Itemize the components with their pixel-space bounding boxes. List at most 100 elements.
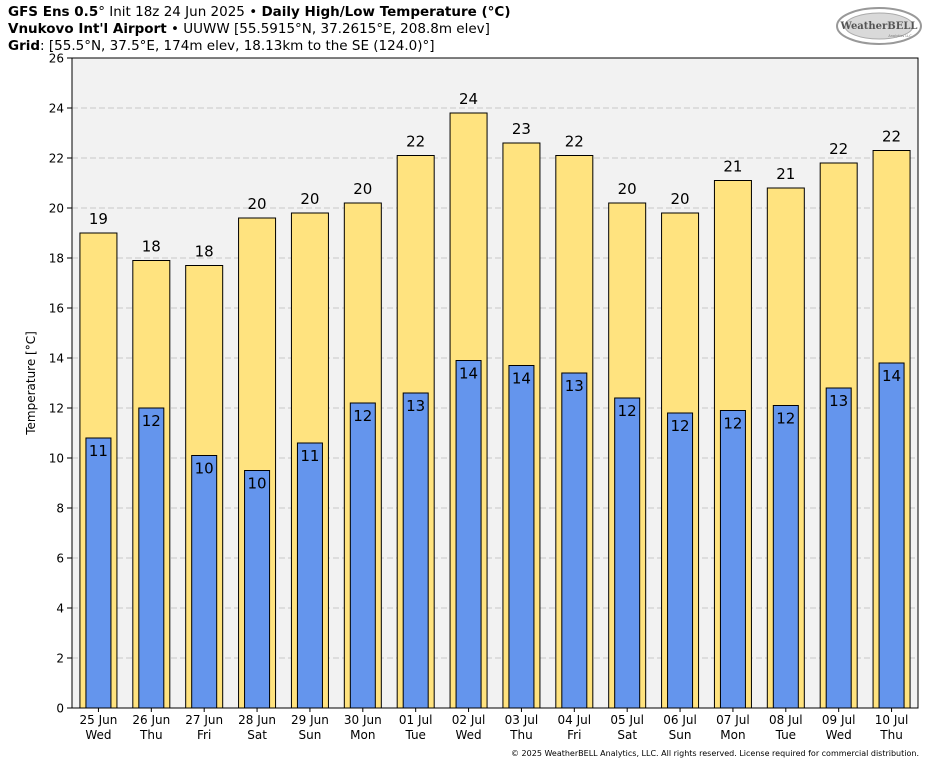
y-tick-label: 20 <box>49 202 64 216</box>
x-tick-weekday: Wed <box>455 728 481 742</box>
low-bar <box>561 372 588 709</box>
x-tick-date: 28 Jun <box>238 713 276 727</box>
low-value-label: 12 <box>142 412 161 430</box>
product-name: Daily High/Low Temperature (°C) <box>261 4 511 20</box>
y-tick-label: 16 <box>49 302 64 316</box>
low-bar <box>402 392 429 709</box>
x-tick-date: 05 Jul <box>610 713 644 727</box>
y-tick-label: 4 <box>56 602 64 616</box>
y-tick-label: 22 <box>49 152 64 166</box>
x-tick-date: 27 Jun <box>185 713 223 727</box>
x-tick-date: 26 Jun <box>132 713 170 727</box>
low-value-label: 14 <box>459 365 478 383</box>
logo-text: WeatherBELL <box>840 21 918 32</box>
x-tick-weekday: Wed <box>826 728 852 742</box>
low-bar <box>191 455 218 709</box>
x-tick-date: 07 Jul <box>716 713 750 727</box>
low-value-label: 10 <box>248 475 267 493</box>
high-value-label: 23 <box>512 120 531 138</box>
low-bar <box>667 412 694 709</box>
low-bar <box>508 365 535 709</box>
x-tick-weekday: Sun <box>669 728 692 742</box>
y-tick-label: 2 <box>56 652 64 666</box>
y-tick-label: 24 <box>49 102 64 116</box>
model-name: GFS Ens 0.5 <box>8 4 99 20</box>
low-value-label: 12 <box>353 407 372 425</box>
x-tick-weekday: Sat <box>617 728 637 742</box>
high-value-label: 22 <box>882 128 901 146</box>
low-bar <box>825 387 852 709</box>
grid-info: : [55.5°N, 37.5°E, 174m elev, 18.13km to… <box>40 38 435 54</box>
high-value-label: 22 <box>829 140 848 158</box>
x-tick-date: 01 Jul <box>399 713 433 727</box>
weatherbell-logo: WeatherBELL Analytics LLC <box>836 7 922 45</box>
x-tick-date: 09 Jul <box>822 713 856 727</box>
title-separator: • <box>244 4 262 20</box>
x-tick-date: 25 Jun <box>80 713 118 727</box>
low-bar <box>455 360 482 709</box>
y-tick-label: 26 <box>49 52 64 66</box>
low-bar <box>296 442 323 709</box>
init-time: Init 18z 24 Jun 2025 <box>104 4 245 20</box>
high-value-label: 18 <box>195 243 214 261</box>
low-bar <box>244 470 271 709</box>
x-tick-weekday: Tue <box>775 728 797 742</box>
low-bar <box>349 402 376 709</box>
high-value-label: 19 <box>89 210 108 228</box>
low-bar <box>772 405 799 709</box>
high-value-label: 24 <box>459 90 478 108</box>
x-tick-weekday: Thu <box>509 728 533 742</box>
low-bar <box>138 407 165 709</box>
x-tick-weekday: Sun <box>299 728 322 742</box>
x-tick-date: 02 Jul <box>452 713 486 727</box>
y-tick-label: 8 <box>56 502 64 516</box>
low-value-label: 13 <box>406 397 425 415</box>
degree-symbol: ° <box>98 4 105 20</box>
high-value-label: 20 <box>671 190 690 208</box>
low-value-label: 11 <box>89 442 108 460</box>
low-value-label: 13 <box>829 392 848 410</box>
x-tick-date: 08 Jul <box>769 713 803 727</box>
low-value-label: 12 <box>776 410 795 428</box>
high-value-label: 20 <box>300 190 319 208</box>
low-value-label: 12 <box>723 415 742 433</box>
station-info: UUWW [55.5915°N, 37.2615°E, 208.8m elev] <box>183 21 490 37</box>
grid-line: Grid: [55.5°N, 37.5°E, 174m elev, 18.13k… <box>8 38 434 55</box>
chart-title-line: GFS Ens 0.5° Init 18z 24 Jun 2025 • Dail… <box>8 4 511 21</box>
low-value-label: 10 <box>195 460 214 478</box>
high-value-label: 20 <box>248 195 267 213</box>
x-tick-date: 03 Jul <box>505 713 539 727</box>
high-value-label: 22 <box>565 133 584 151</box>
high-value-label: 20 <box>618 180 637 198</box>
high-value-label: 21 <box>776 165 795 183</box>
x-tick-weekday: Fri <box>567 728 581 742</box>
high-value-label: 20 <box>353 180 372 198</box>
y-tick-label: 18 <box>49 252 64 266</box>
x-tick-weekday: Wed <box>85 728 111 742</box>
y-tick-label: 10 <box>49 452 64 466</box>
station-separator: • <box>166 21 184 37</box>
x-tick-date: 30 Jun <box>344 713 382 727</box>
x-tick-weekday: Mon <box>350 728 375 742</box>
x-tick-weekday: Fri <box>197 728 211 742</box>
x-tick-weekday: Tue <box>404 728 426 742</box>
y-tick-label: 6 <box>56 552 64 566</box>
x-tick-weekday: Thu <box>879 728 903 742</box>
x-tick-date: 04 Jul <box>558 713 592 727</box>
y-axis-label: Temperature [°C] <box>24 331 38 436</box>
low-value-label: 14 <box>882 367 901 385</box>
low-bar <box>614 397 641 709</box>
x-tick-weekday: Sat <box>247 728 267 742</box>
x-tick-date: 06 Jul <box>663 713 697 727</box>
grid-label: Grid <box>8 38 41 54</box>
bars: 19 11 18 12 18 10 20 10 20 11 20 12 22 13 24 14 23 14 22 13… <box>79 90 911 709</box>
logo-subtext: Analytics LLC <box>888 34 912 38</box>
station-name: Vnukovo Int'l Airport <box>8 21 167 37</box>
high-value-label: 22 <box>406 133 425 151</box>
y-tick-label: 14 <box>49 352 64 366</box>
low-value-label: 14 <box>512 370 531 388</box>
low-bar <box>85 437 112 709</box>
